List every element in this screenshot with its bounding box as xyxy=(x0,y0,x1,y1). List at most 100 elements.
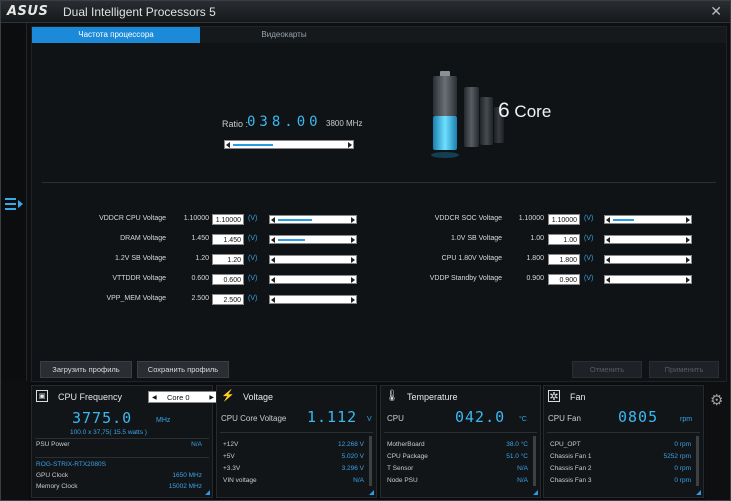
voltage-slider[interactable] xyxy=(269,275,357,284)
slider-left-arrow-icon[interactable] xyxy=(271,257,275,263)
monitor-row-label: Chassis Fan 1 xyxy=(550,453,592,460)
gpu-name: ROG-STRIX-RTX2080S xyxy=(36,461,106,468)
fan-scrollbar[interactable] xyxy=(696,436,699,486)
slider-left-arrow-icon[interactable] xyxy=(606,257,610,263)
cpu-temperature-label: CPU xyxy=(387,414,404,423)
slider-right-arrow-icon[interactable] xyxy=(686,277,690,283)
slider-left-arrow-icon[interactable] xyxy=(271,297,275,303)
voltage-input[interactable]: 0.900 xyxy=(548,274,580,285)
voltage-label: 1.2V SB Voltage xyxy=(115,255,166,262)
slider-right-arrow-icon[interactable] xyxy=(351,297,355,303)
slider-left-arrow-icon[interactable] xyxy=(271,277,275,283)
voltage-slider[interactable] xyxy=(269,215,357,224)
temperature-scrollbar[interactable] xyxy=(533,436,536,486)
voltage-slider[interactable] xyxy=(269,255,357,264)
cpu-temperature-value: 042.0 xyxy=(455,408,506,426)
monitor-row-label: +5V xyxy=(223,453,235,460)
voltage-unit: (V) xyxy=(248,295,258,302)
apply-button[interactable]: Применить xyxy=(649,361,719,378)
voltage-row: VPP_MEM Voltage 2.500 2.500 (V) xyxy=(32,294,726,306)
voltage-slider[interactable] xyxy=(604,255,692,264)
monitor-row-value: 0 rpm xyxy=(674,477,691,484)
expand-corner-icon[interactable] xyxy=(533,490,538,495)
voltage-label: CPU 1.80V Voltage xyxy=(441,255,502,262)
core-prev-icon[interactable]: ◀ xyxy=(152,395,157,401)
expand-corner-icon[interactable] xyxy=(205,490,210,495)
core-select[interactable]: ◀ Core 0 ▶ xyxy=(148,391,218,403)
fan-panel: ✲ Fan CPU Fan 0805 rpm CPU_OPT 0 rpm Chass… xyxy=(543,385,704,498)
slider-left-arrow-icon[interactable] xyxy=(226,142,230,148)
section-divider xyxy=(42,182,716,183)
voltage-label: VPP_MEM Voltage xyxy=(106,295,166,302)
voltage-row: 1.2V SB Voltage 1.20 1.20 (V) xyxy=(32,254,726,266)
slider-right-arrow-icon[interactable] xyxy=(686,217,690,223)
asus-logo: ASUS xyxy=(7,4,49,19)
voltage-input[interactable]: 1.800 xyxy=(548,254,580,265)
slider-right-arrow-icon[interactable] xyxy=(351,257,355,263)
voltage-label: VDDCR CPU Voltage xyxy=(99,215,166,222)
monitor-row-label: CPU Package xyxy=(387,453,428,460)
slider-right-arrow-icon[interactable] xyxy=(351,217,355,223)
voltage-input[interactable]: 1.00 xyxy=(548,234,580,245)
cpu-frequency-panel: ▣ CPU Frequency ◀ Core 0 ▶ 3775.0 MHz 10… xyxy=(31,385,218,498)
voltage-input[interactable]: 0.600 xyxy=(212,274,244,285)
voltage-input[interactable]: 1.450 xyxy=(212,234,244,245)
voltage-input[interactable]: 2.500 xyxy=(212,294,244,305)
cpu-core-voltage-label: CPU Core Voltage xyxy=(221,414,287,423)
voltage-default: 1.450 xyxy=(191,235,209,242)
ratio-frequency: 3800 MHz xyxy=(326,119,363,128)
cpu-chip-icon: ▣ xyxy=(36,390,48,402)
slider-left-arrow-icon[interactable] xyxy=(606,217,610,223)
load-profile-button[interactable]: Загрузить профиль xyxy=(40,361,132,378)
voltage-slider-fill xyxy=(613,219,634,221)
slider-right-arrow-icon[interactable] xyxy=(351,277,355,283)
voltage-slider[interactable] xyxy=(269,235,357,244)
slider-left-arrow-icon[interactable] xyxy=(271,217,275,223)
cpu-frequency-detail: 100.0 x 37,75( 15.5 watts ) xyxy=(70,429,147,436)
voltage-row: VDDCR SOC Voltage 1.10000 1.10000 (V) xyxy=(32,214,726,226)
ratio-label: Ratio : xyxy=(222,119,249,129)
slider-right-arrow-icon[interactable] xyxy=(686,237,690,243)
slider-left-arrow-icon[interactable] xyxy=(271,237,275,243)
monitor-row-value: 5.020 V xyxy=(341,453,364,460)
cancel-button[interactable]: Отменить xyxy=(572,361,642,378)
slider-right-arrow-icon[interactable] xyxy=(348,142,352,148)
left-sidebar xyxy=(1,23,27,381)
voltage-input[interactable]: 1.20 xyxy=(212,254,244,265)
voltage-input[interactable]: 1.10000 xyxy=(548,214,580,225)
slider-right-arrow-icon[interactable] xyxy=(351,237,355,243)
core-battery-icon xyxy=(431,71,504,158)
voltage-slider[interactable] xyxy=(269,295,357,304)
slider-right-arrow-icon[interactable] xyxy=(686,257,690,263)
expand-corner-icon[interactable] xyxy=(696,490,701,495)
voltage-slider[interactable] xyxy=(604,235,692,244)
gear-icon[interactable]: ⚙ xyxy=(710,392,724,409)
voltage-slider[interactable] xyxy=(604,215,692,224)
monitor-row-value: 0 rpm xyxy=(674,465,691,472)
expand-corner-icon[interactable] xyxy=(369,490,374,495)
slider-left-arrow-icon[interactable] xyxy=(606,237,610,243)
ratio-slider[interactable] xyxy=(224,140,354,149)
tab-graphics-cards[interactable]: Видеокарты xyxy=(261,30,307,39)
cpu-frequency-title: CPU Frequency xyxy=(58,392,123,402)
voltage-input[interactable]: 1.10000 xyxy=(212,214,244,225)
monitor-row-label: MotherBoard xyxy=(387,441,425,448)
slider-left-arrow-icon[interactable] xyxy=(606,277,610,283)
core-next-icon[interactable]: ▶ xyxy=(209,395,214,401)
cpu-frequency-value: 3775.0 xyxy=(72,409,133,427)
psu-power-value: N/A xyxy=(191,441,202,448)
monitor-row-label: Chassis Fan 2 xyxy=(550,465,592,472)
voltage-slider[interactable] xyxy=(604,275,692,284)
monitor-row-value: 3.296 V xyxy=(341,465,364,472)
gpu-clock-label: GPU Clock xyxy=(36,472,69,479)
close-button[interactable]: ✕ xyxy=(710,3,722,19)
cpu-core-voltage-value: 1.112 xyxy=(307,408,358,426)
main-panel: Частота процессора Видеокарты Ratio : 03… xyxy=(31,26,727,382)
save-profile-button[interactable]: Сохранить профиль xyxy=(137,361,229,378)
cpu-fan-value: 0805 xyxy=(618,408,659,426)
menu-expand-icon[interactable] xyxy=(5,197,23,211)
voltage-default: 1.10000 xyxy=(183,215,209,222)
voltage-scrollbar[interactable] xyxy=(369,436,372,486)
tab-cpu-frequency[interactable]: Частота процессора xyxy=(32,27,200,43)
